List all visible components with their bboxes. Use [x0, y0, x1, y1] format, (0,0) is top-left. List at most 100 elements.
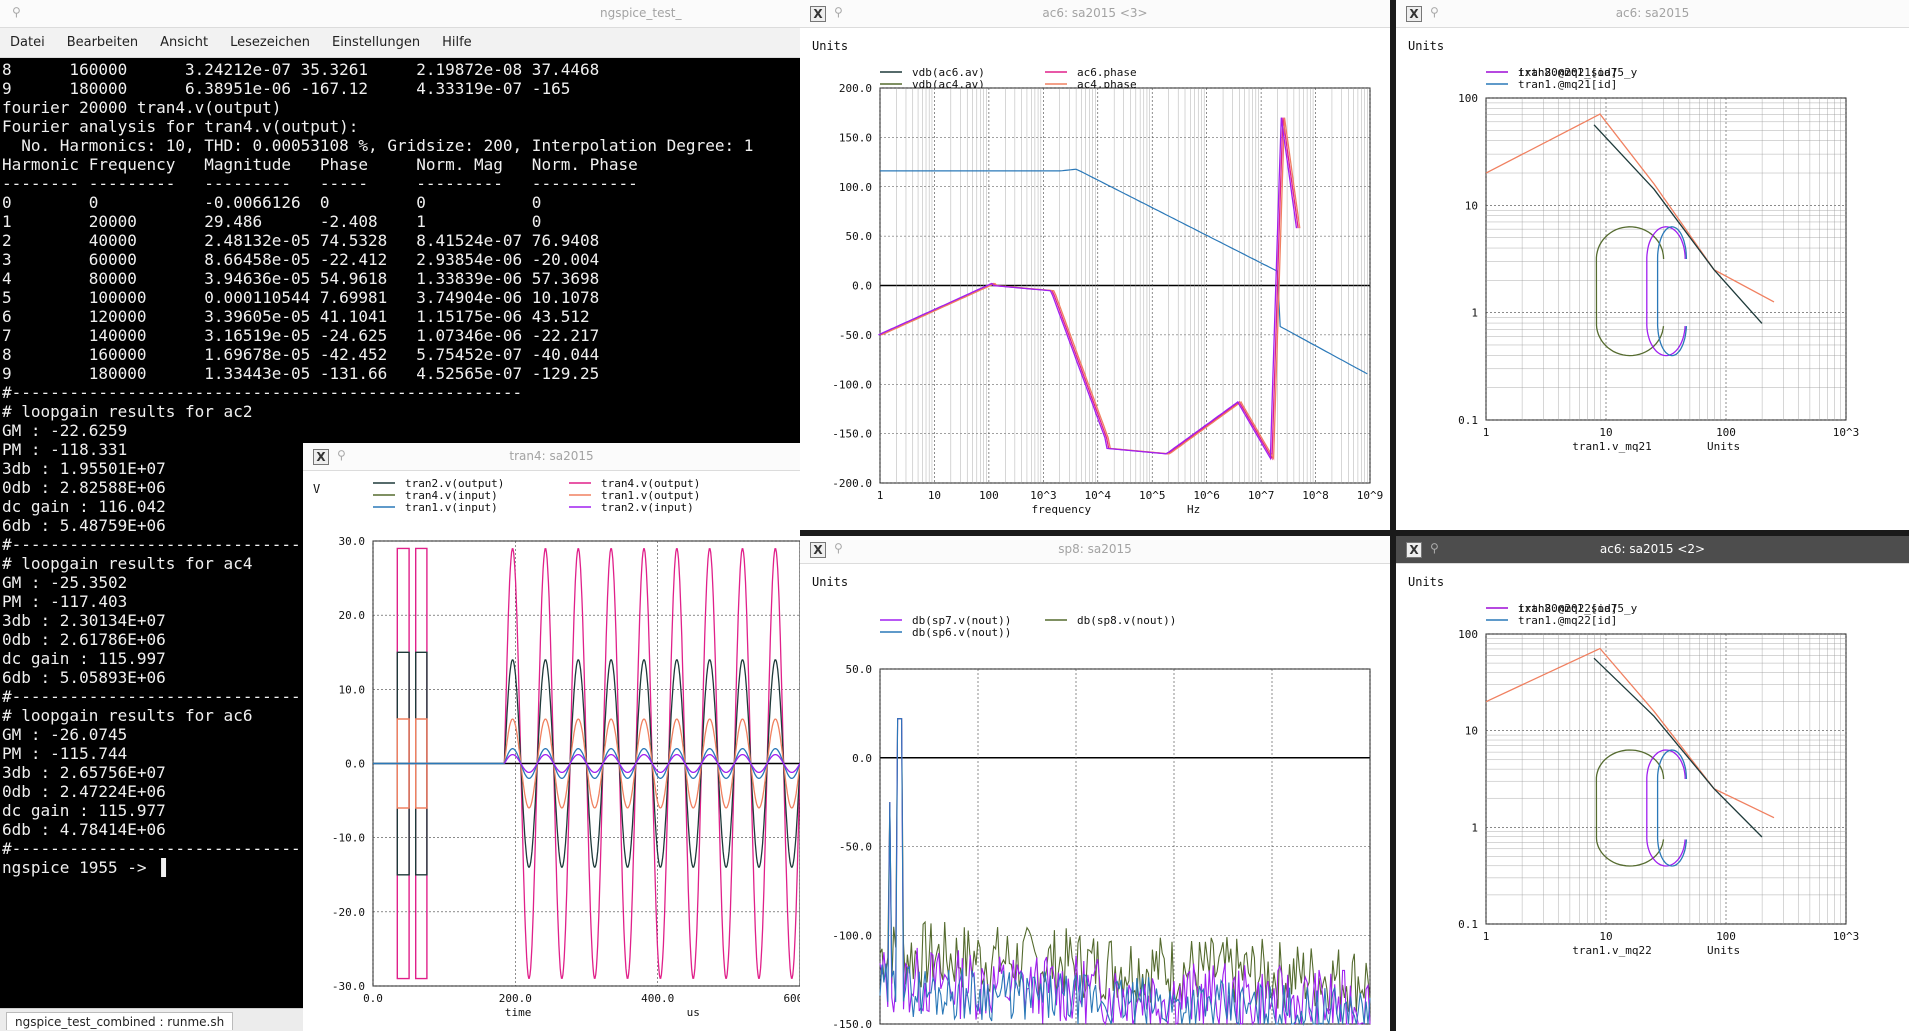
terminal-tab[interactable]: ngspice_test_combined : runme.sh	[6, 1012, 234, 1030]
series-ac2-phase	[878, 117, 1298, 461]
series-tran1-id-loop	[1656, 226, 1688, 357]
plot-canvas[interactable]: Unitsixth80n20l_soa75_ytran2.@mq22[id]tr…	[1396, 564, 1909, 1031]
y-tick-label: -100.0	[832, 929, 872, 942]
x-axis-name: tran1.v_mq21	[1572, 440, 1651, 453]
y-tick-label: 10	[1465, 725, 1478, 738]
window-title: ac6: sa2015	[1615, 6, 1690, 20]
window-titlebar[interactable]: X ⚲ ac6: sa2015 <3>	[800, 0, 1390, 28]
pin-icon[interactable]: ⚲	[834, 5, 843, 19]
y-tick-label: 1	[1471, 821, 1478, 834]
terminal-line: 4 80000 3.94636e-05 54.9618 1.33839e-06 …	[2, 269, 600, 288]
x-tick-label: 1	[1483, 930, 1490, 943]
legend-label: vdb(ac6.av)	[912, 66, 985, 79]
x-icon[interactable]: X	[810, 542, 826, 558]
y-tick-label: 50.0	[846, 230, 873, 243]
terminal-line: -------- --------- --------- ----- -----…	[2, 174, 638, 193]
legend-label: db(sp6.v(nout))	[912, 626, 1011, 639]
pin-icon[interactable]: ⚲	[834, 541, 843, 555]
terminal-line: # loopgain results for ac6	[2, 706, 253, 725]
terminal-line: 6db : 4.78414E+06	[2, 820, 166, 839]
pin-icon[interactable]: ⚲	[1430, 5, 1439, 19]
y-tick-label: 0.1	[1458, 414, 1478, 427]
y-tick-label: 0.1	[1458, 918, 1478, 931]
pin-icon[interactable]: ⚲	[337, 448, 346, 462]
terminal-output[interactable]: 8 160000 3.24212e-07 35.3261 2.19872e-08…	[2, 60, 753, 877]
x-tick-label: 10^7	[1248, 489, 1275, 502]
menu-datei[interactable]: Datei	[10, 35, 45, 50]
terminal-line: 3db : 2.65756E+07	[2, 763, 166, 782]
legend-label: db(sp7.v(nout))	[912, 614, 1011, 627]
x-icon[interactable]: X	[1406, 6, 1422, 22]
x-icon[interactable]: X	[810, 6, 826, 22]
menu-bearbeiten[interactable]: Bearbeiten	[66, 35, 139, 50]
series-tran2-input	[503, 753, 800, 774]
terminal-line: 0db : 2.61786E+06	[2, 630, 166, 649]
x-tick-label: 100	[1716, 930, 1736, 943]
terminal-line: 0 0 -0.0066126 0 0 0	[2, 193, 542, 212]
legend-label: tran2.@mq22[id]	[1518, 602, 1617, 615]
plot-canvas[interactable]: Unitsixth80n20l_soa75_ytran2.@mq21[id]tr…	[1396, 28, 1909, 530]
legend-label: db(sp8.v(nout))	[1077, 614, 1176, 627]
x-icon[interactable]: X	[313, 449, 329, 465]
menu-hilfe[interactable]: Hilfe	[442, 35, 472, 50]
terminal-line: 9 180000 1.33443e-05 -131.66 4.52565e-07…	[2, 364, 600, 383]
terminal-line: # loopgain results for ac2	[2, 402, 253, 421]
sp-plot-window[interactable]: X ⚲ sp8: sa2015 Units db(sp7.v(nout)) db(sp8.…	[800, 536, 1390, 1031]
series-tran1-id-loop	[1656, 749, 1688, 867]
terminal-line: 5 100000 0.000110544 7.69981 3.74904e-06…	[2, 288, 600, 307]
legend-label: tran1.v(input)	[405, 501, 498, 514]
window-titlebar[interactable]: X ⚲ ac6: sa2015	[1396, 0, 1909, 28]
terminal-line: 6 120000 3.39605e-05 41.1041 1.15175e-06…	[2, 307, 590, 326]
window-title: ac6: sa2015 <3>	[1042, 6, 1148, 20]
terminal-line: 6db : 5.48759E+06	[2, 516, 166, 535]
series-db-sp7	[879, 718, 1371, 1026]
x-axis-name: time	[505, 1006, 532, 1019]
x-axis-name: frequency	[1031, 503, 1091, 516]
window-title: tran4: sa2015	[509, 449, 594, 463]
menu-einstellungen[interactable]: Einstellungen	[331, 35, 421, 50]
x-icon[interactable]: X	[1406, 542, 1422, 558]
series-soa-limit	[1485, 113, 1775, 303]
series-soa-limit	[1485, 647, 1775, 819]
y-tick-label: -30.0	[332, 980, 365, 993]
window-titlebar[interactable]: X ⚲ sp8: sa2015	[800, 536, 1390, 564]
window-titlebar[interactable]: X ⚲ ac6: sa2015 <2>	[1396, 536, 1909, 564]
x-tick-label: 10^3	[1833, 426, 1860, 439]
y-tick-label: -50.0	[839, 329, 872, 342]
y-tick-label: 0.0	[852, 280, 872, 293]
legend-label: tran1.@mq21[id]	[1518, 78, 1617, 91]
series-tran1-id	[1593, 124, 1763, 324]
plot-frame	[1485, 633, 1847, 925]
soa1-plot-window[interactable]: X ⚲ ac6: sa2015 Units ixth80n20l_soa75_y tran…	[1396, 0, 1909, 530]
soa2-plot-window[interactable]: X ⚲ ac6: sa2015 <2> Units ixth80n20l_soa75_y…	[1396, 536, 1909, 1031]
y-tick-label: 0.0	[345, 758, 365, 771]
terminal-titlebar[interactable]: ⚲ ngspice_test_	[0, 0, 800, 28]
pin-icon[interactable]: ⚲	[1430, 541, 1439, 555]
legend-label: ac6.phase	[1077, 66, 1137, 79]
menu-lesezeichen[interactable]: Lesezeichen	[230, 35, 310, 50]
terminal-line: dc gain : 115.977	[2, 801, 166, 820]
ac-plot-window[interactable]: X ⚲ ac6: sa2015 <3> Units vdb(ac6.av) ac6.pha…	[800, 0, 1390, 530]
terminal-line: # loopgain results for ac4	[2, 554, 253, 573]
y-tick-label: 0.0	[852, 752, 872, 765]
menu-ansicht[interactable]: Ansicht	[160, 35, 209, 50]
x-axis-unit: Units	[1707, 944, 1740, 957]
plot-frame	[1485, 97, 1847, 421]
terminal-line: #---------------------------------------…	[2, 383, 523, 402]
y-tick-label: 30.0	[339, 535, 366, 548]
units-label: Units	[812, 575, 848, 589]
y-tick-label: -200.0	[832, 477, 872, 490]
plot-canvas[interactable]: Units db(sp7.v(nout)) db(sp8.v(nout)) db(sp…	[800, 564, 1390, 1031]
x-tick-label: 10	[1599, 930, 1612, 943]
series-tran2-id-loop	[1595, 749, 1665, 867]
y-tick-label: -20.0	[332, 906, 365, 919]
terminal-line: 0db : 2.82588E+06	[2, 478, 166, 497]
legend-label: tran2.v(input)	[601, 501, 694, 514]
x-tick-label: 100	[979, 489, 999, 502]
terminal-line: GM : -25.3502	[2, 573, 128, 592]
window-titlebar[interactable]: X ⚲ tran4: sa2015	[303, 443, 800, 471]
pin-icon[interactable]: ⚲	[12, 5, 21, 19]
